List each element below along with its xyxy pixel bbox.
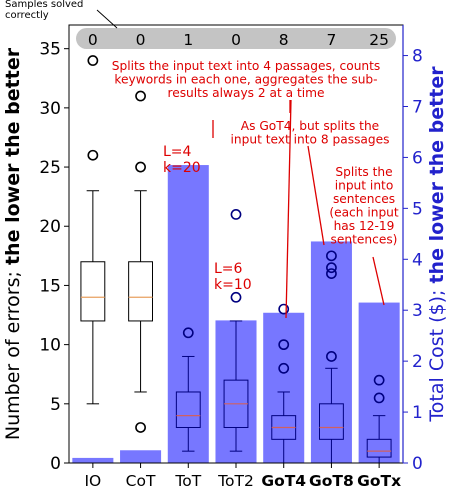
boxplot-cot [128, 90, 153, 433]
solved-count-tot: 1 [183, 31, 193, 49]
solved-count-gotx: 25 [369, 31, 389, 49]
annotation-pointer-got4 [285, 99, 292, 319]
right-tick-label: 3 [412, 301, 423, 321]
flier-point [135, 161, 146, 173]
boxplot-tot2 [223, 209, 249, 452]
right-tick-label: 4 [412, 250, 423, 270]
annotation-gotx-desc: Splits the input into sentences (each input… [329, 165, 399, 247]
left-tick-label: 25 [39, 158, 61, 178]
box [366, 438, 392, 458]
solved-count-got4: 8 [279, 31, 289, 49]
flier-point [278, 339, 290, 351]
box [128, 261, 153, 322]
left-axis-label: Number of errors; the lower the better [2, 47, 24, 440]
left-tick-label: 35 [39, 40, 61, 60]
right-tick-label: 2 [412, 352, 423, 372]
cost-bar-got4 [263, 312, 305, 463]
flier-point [230, 209, 242, 220]
box [175, 391, 201, 428]
flier-point [135, 90, 146, 102]
flier-point [230, 291, 242, 303]
x-tick-label-io: IO [84, 472, 101, 490]
samples-solved-band: 0 0 1 0 8 7 25 Samples solved correctly [5, 0, 396, 49]
x-tick-label-gotx: GoTx [357, 472, 401, 490]
flier-point [87, 149, 99, 161]
flier-point [135, 422, 146, 433]
annotation-got4-desc: Splits the input text into 4 passages, c… [112, 59, 381, 100]
flier-point [326, 262, 337, 274]
x-tick-label-got4: GoT4 [261, 472, 306, 490]
x-tick-label-tot: ToT [174, 472, 201, 490]
right-tick-label: 8 [412, 47, 423, 67]
box [80, 261, 106, 322]
left-tick-label: 30 [39, 99, 61, 119]
x-tick-label-tot2: ToT2 [217, 472, 254, 490]
right-tick-label: 1 [412, 403, 423, 423]
solved-band-label: Samples solved correctly [5, 0, 83, 21]
left-tick-label: 10 [39, 336, 61, 356]
flier-point [278, 362, 290, 374]
annotation-tot-params: L=4 k=20 [163, 144, 201, 176]
flier-point [373, 392, 385, 404]
solved-count-tot2: 0 [231, 31, 241, 49]
solved-count-io: 0 [88, 31, 98, 49]
boxplot-io [80, 55, 106, 405]
error-boxplots [80, 55, 392, 464]
right-tick-label: 6 [412, 148, 423, 168]
annotation-pointer-gotx [372, 256, 385, 306]
left-tick-label: 20 [39, 217, 61, 237]
flier-point [87, 55, 99, 66]
solved-band-background [76, 28, 396, 49]
right-axis-label: Total Cost ($); the lower the better [426, 66, 448, 423]
cost-bar-cot [120, 450, 162, 463]
cost-bar-tot [167, 165, 209, 463]
annotation-pointer-got8 [307, 145, 325, 246]
cost-bar-io [72, 457, 114, 463]
flier-point [326, 250, 337, 262]
left-tick-label: 5 [50, 395, 61, 415]
right-tick-label: 5 [412, 199, 423, 219]
right-tick-label: 7 [412, 97, 423, 117]
annotation-got8-desc: As GoT4, but splits the input text into 8… [231, 119, 390, 147]
left-tick-label: 15 [39, 276, 61, 296]
flier-point [373, 374, 385, 386]
flier-point [182, 327, 194, 339]
boxplot-tot [175, 327, 201, 452]
x-tick-label-cot: CoT [126, 472, 156, 490]
right-tick-label: 0 [412, 454, 423, 474]
box [319, 403, 344, 440]
flier-point [326, 268, 337, 279]
flier-point [278, 303, 290, 315]
annotations: Splits the input text into 4 passages, c… [112, 59, 399, 319]
solved-count-cot: 0 [136, 31, 146, 49]
left-tick-label: 0 [50, 454, 61, 474]
boxplot-gotx [366, 374, 392, 464]
annotation-tot2-params: L=6 k=10 [214, 261, 252, 293]
flier-point [326, 351, 337, 362]
x-tick-label-got8: GoT8 [309, 472, 354, 490]
solved-count-got8: 7 [326, 31, 336, 49]
